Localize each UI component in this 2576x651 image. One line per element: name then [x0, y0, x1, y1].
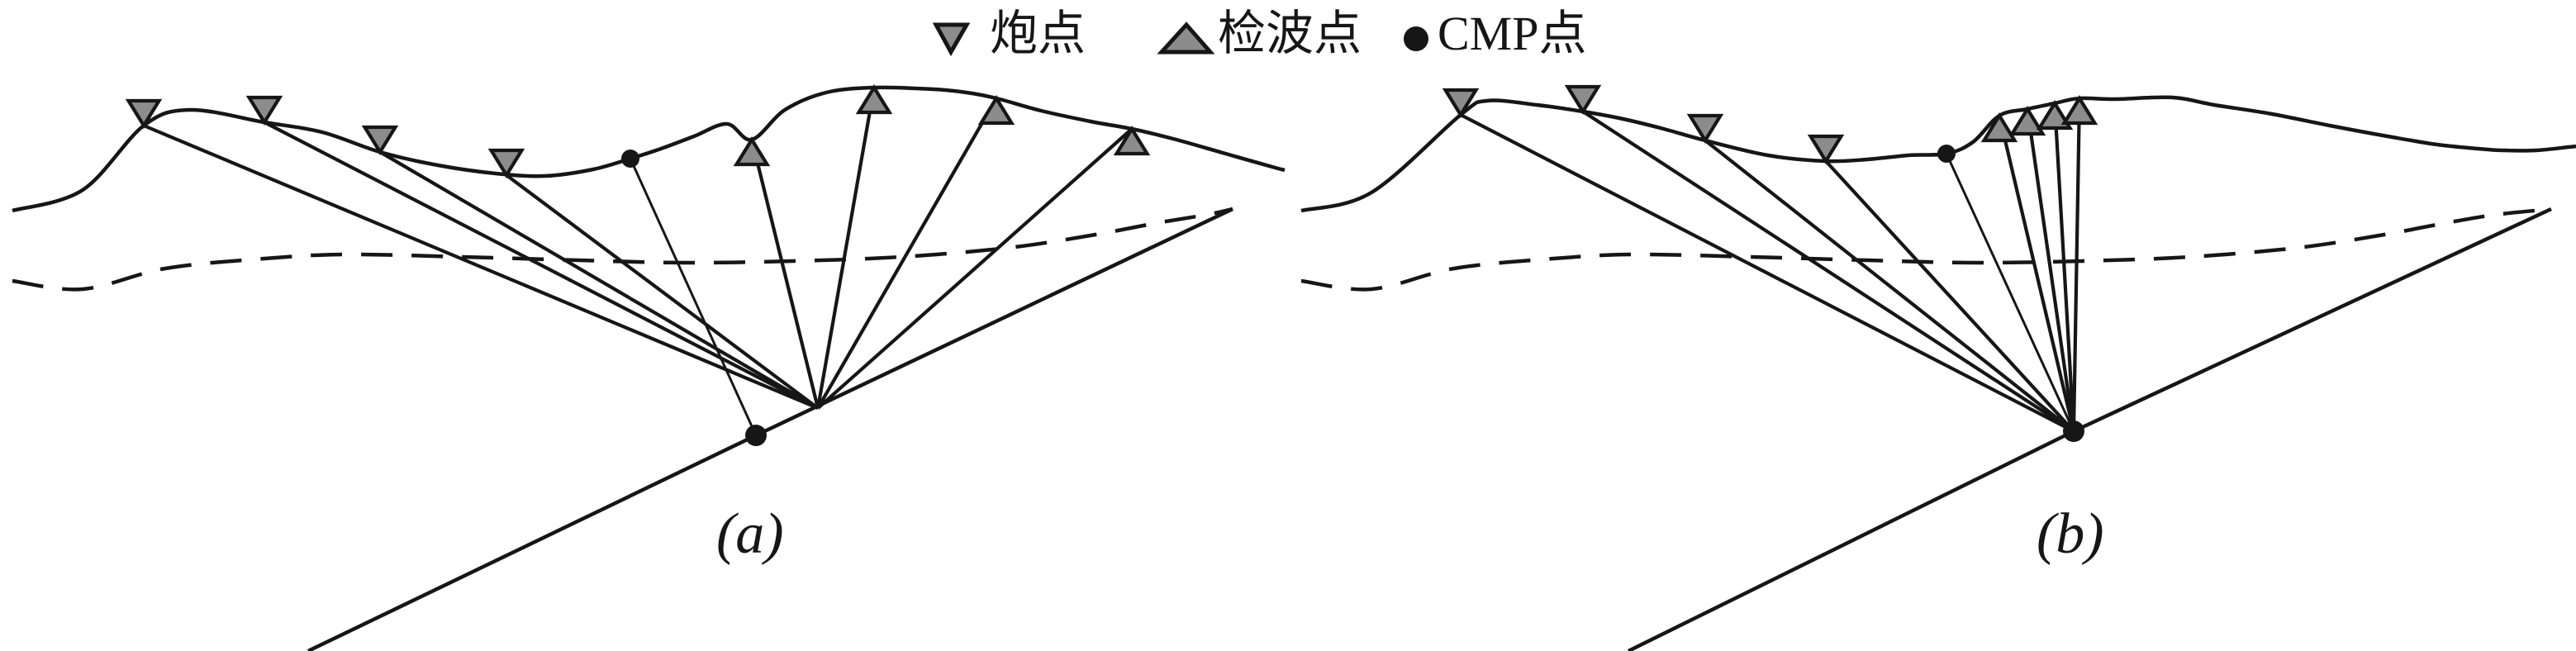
svg-text:炮点: 炮点: [990, 7, 1086, 60]
svg-text:CMP点: CMP点: [1438, 7, 1587, 60]
svg-text:(b): (b): [2037, 502, 2104, 566]
svg-text:检波点: 检波点: [1218, 7, 1362, 60]
svg-text:(a): (a): [716, 502, 784, 566]
